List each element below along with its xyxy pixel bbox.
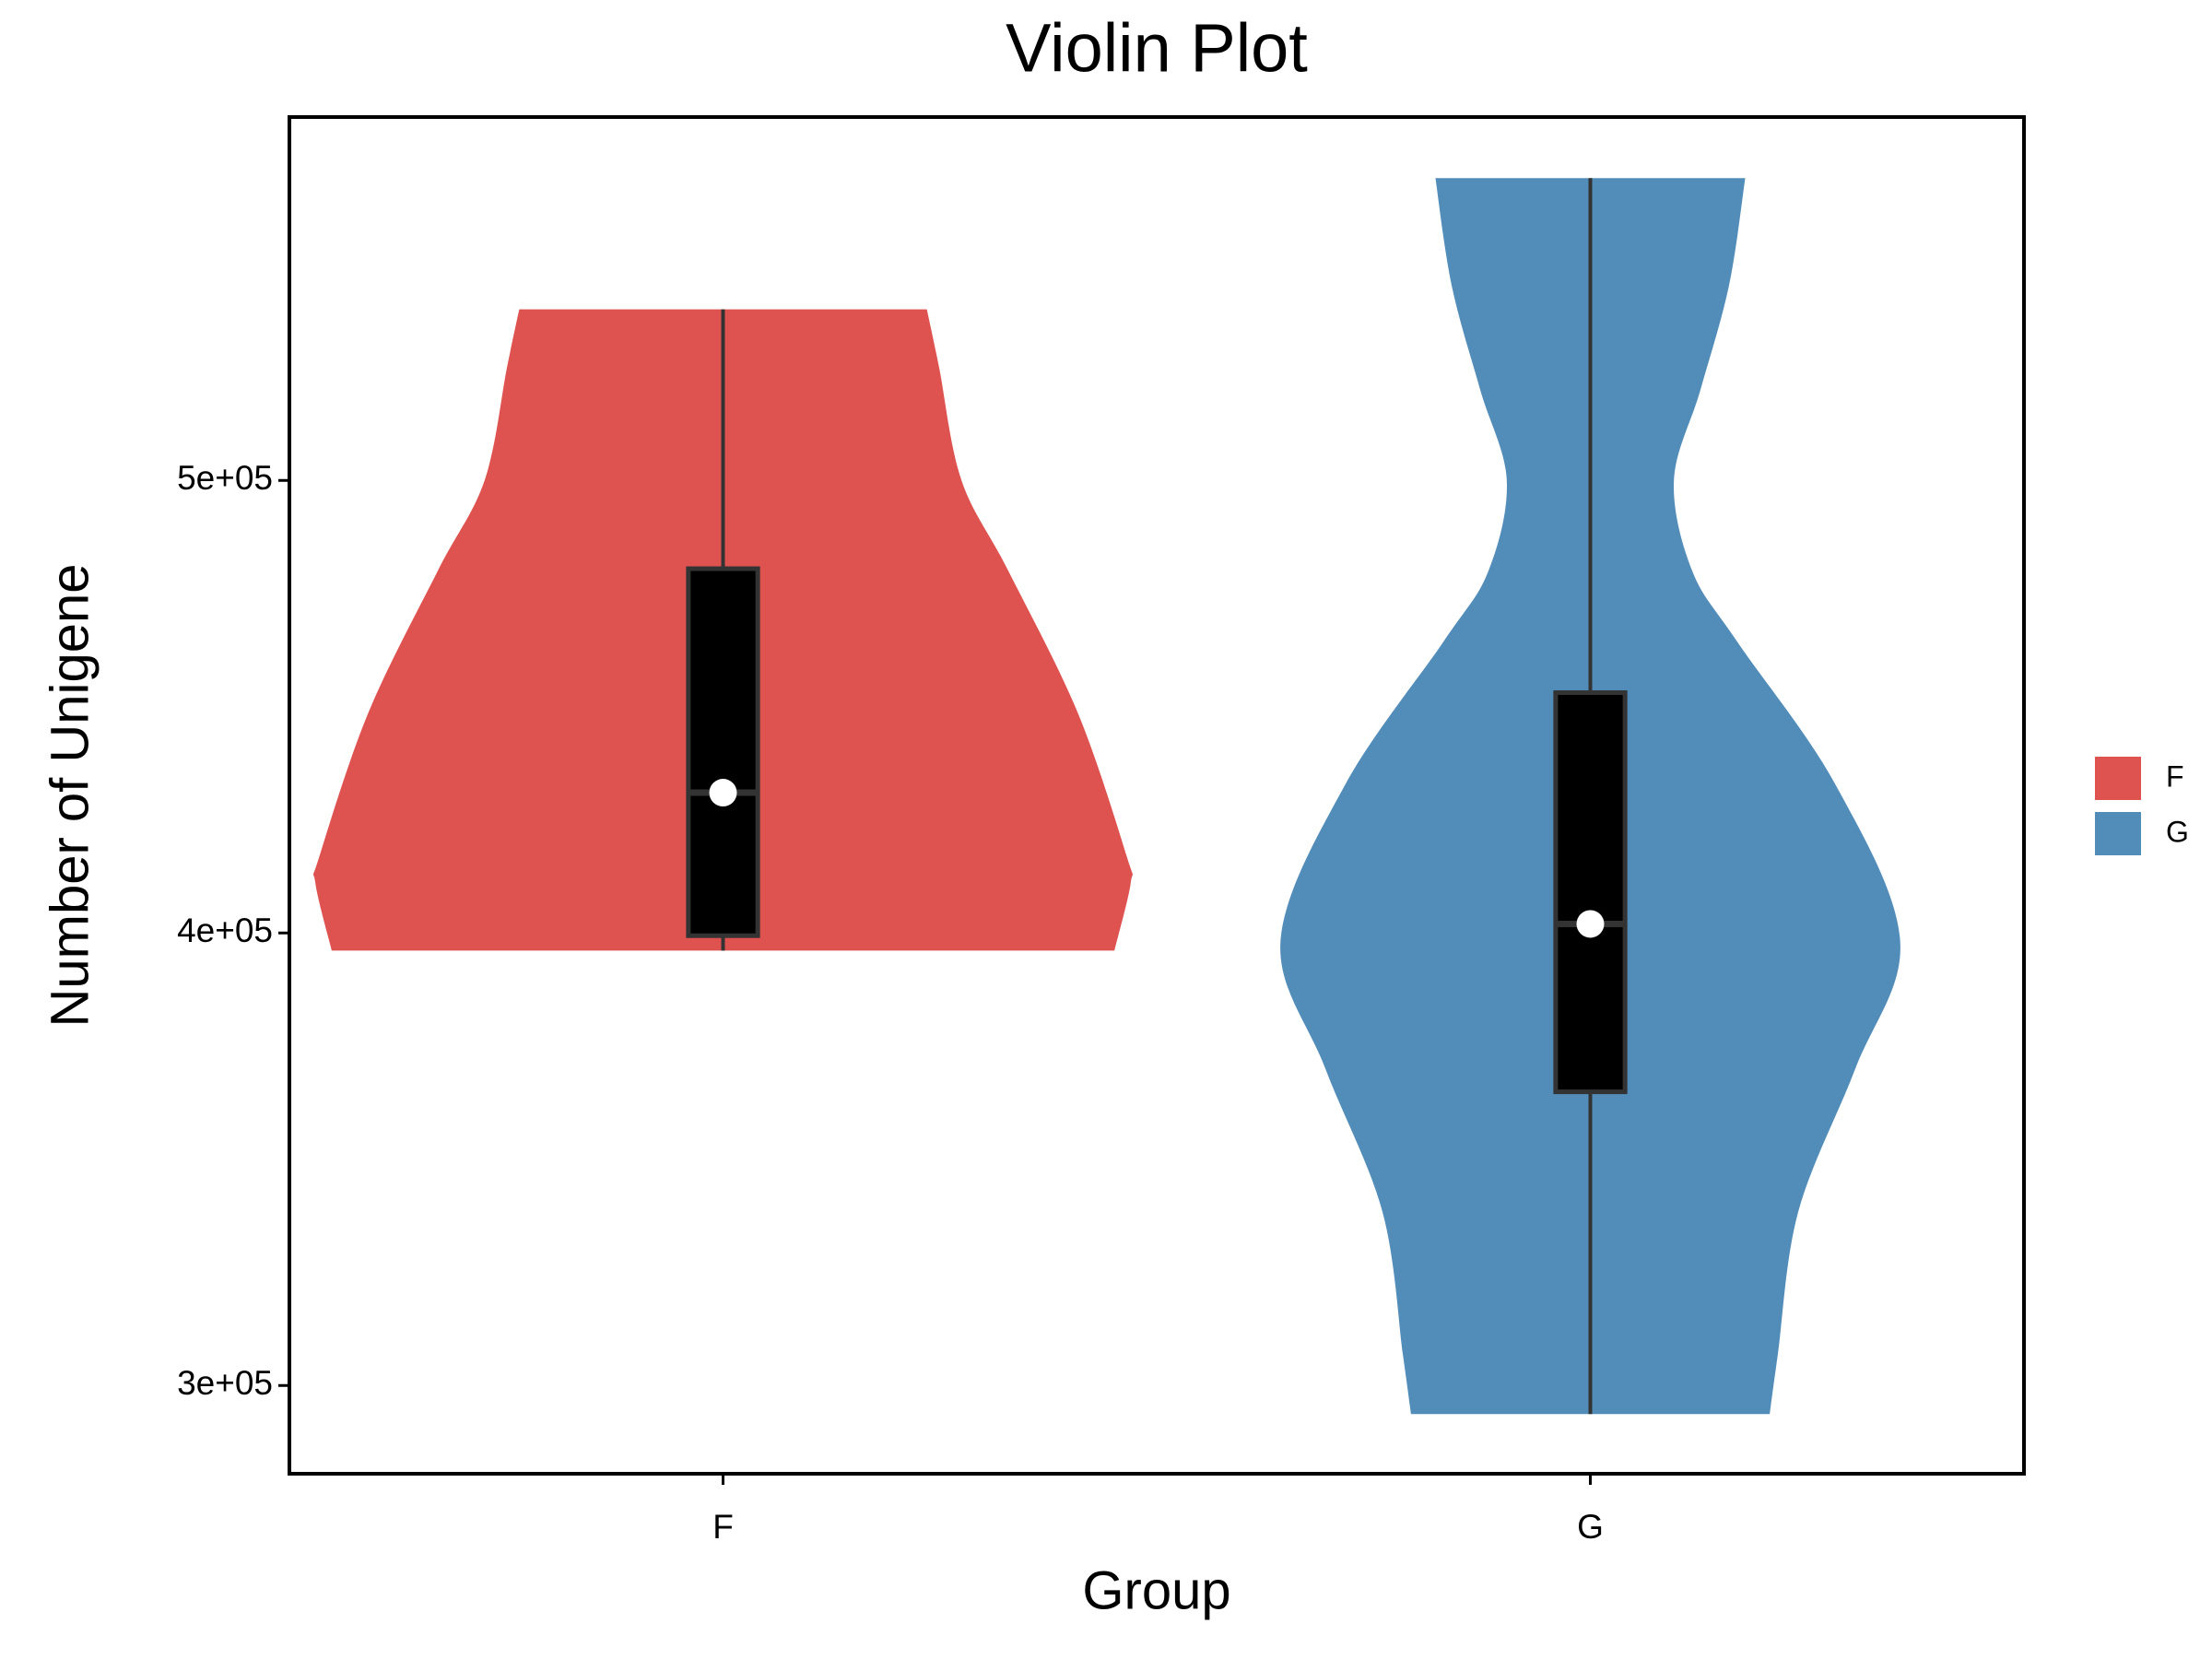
box	[686, 566, 760, 938]
legend-label: G	[2166, 815, 2189, 848]
plot-border	[288, 115, 2026, 1476]
x-tick-label: G	[1577, 1508, 1604, 1546]
x-tick-label: F	[712, 1508, 734, 1546]
median-dot	[1576, 910, 1605, 938]
x-axis-label: Group	[1082, 1560, 1230, 1620]
chart-title: Violin Plot	[1006, 10, 1308, 87]
y-tick-label: 3e+05	[177, 1364, 273, 1402]
box	[1553, 690, 1628, 1095]
legend-swatch	[2095, 757, 2141, 800]
legend-label: F	[2166, 759, 2184, 793]
legend-swatch	[2095, 812, 2141, 855]
median-dot	[709, 779, 737, 807]
y-tick-label: 4e+05	[177, 912, 273, 949]
y-axis-label: Number of Unigene	[40, 564, 100, 1028]
y-tick-label: 5e+05	[177, 459, 273, 497]
